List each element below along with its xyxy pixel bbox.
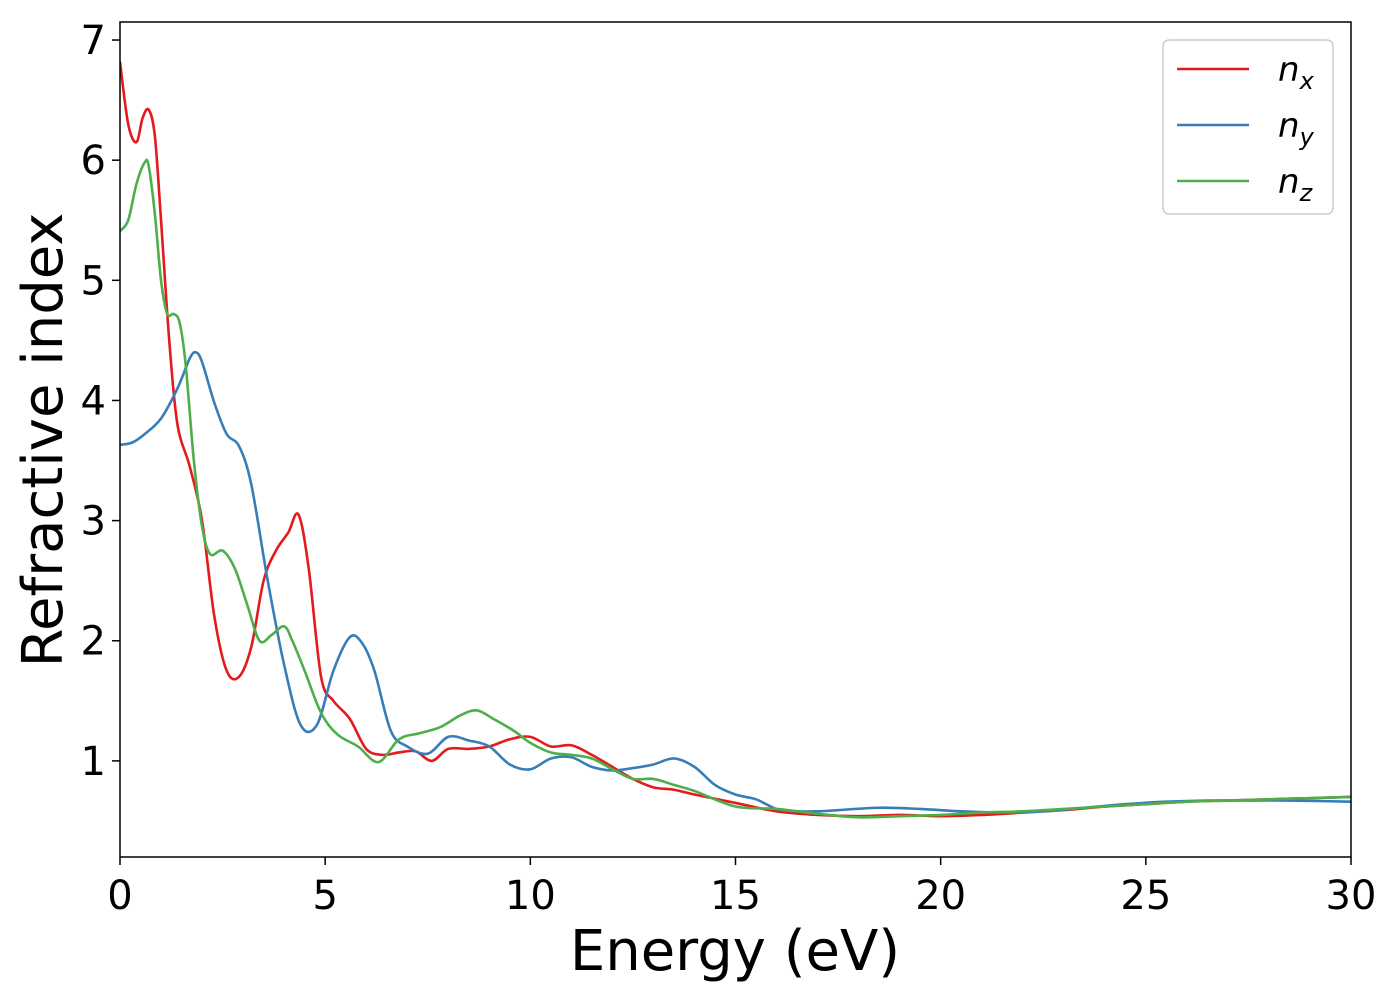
y-tick-label: 3 bbox=[81, 499, 106, 545]
y-tick-label: 7 bbox=[81, 18, 106, 64]
y-tick-label: 6 bbox=[81, 138, 106, 184]
y-axis-ticks: 1 2 3 4 5 6 7 bbox=[81, 18, 120, 785]
x-tick-label: 5 bbox=[312, 873, 337, 919]
x-tick-label: 0 bbox=[107, 873, 132, 919]
x-tick-label: 25 bbox=[1120, 873, 1171, 919]
legend-label-x: nx bbox=[1278, 50, 1315, 95]
y-tick-label: 1 bbox=[81, 739, 106, 785]
x-tick-label: 15 bbox=[710, 873, 761, 919]
y-axis-title: Refractive index bbox=[11, 213, 76, 668]
y-tick-label: 5 bbox=[81, 258, 106, 304]
x-tick-label: 20 bbox=[915, 873, 966, 919]
x-tick-label: 10 bbox=[505, 873, 556, 919]
legend: nx ny nz bbox=[1162, 39, 1334, 215]
legend-label-y: ny bbox=[1278, 106, 1315, 151]
series-line-x bbox=[120, 61, 1351, 818]
series-layer bbox=[120, 61, 1351, 819]
y-tick-label: 2 bbox=[81, 619, 106, 665]
legend-box bbox=[1162, 39, 1334, 215]
y-tick-label: 4 bbox=[81, 378, 106, 424]
series-line-y bbox=[120, 350, 1351, 814]
legend-label-z: nz bbox=[1278, 162, 1314, 207]
x-tick-label: 30 bbox=[1326, 873, 1377, 919]
x-axis-ticks: 0 5 10 15 20 25 30 bbox=[107, 857, 1376, 919]
series-line-z bbox=[120, 158, 1351, 819]
x-axis-title: Energy (eV) bbox=[570, 919, 900, 984]
